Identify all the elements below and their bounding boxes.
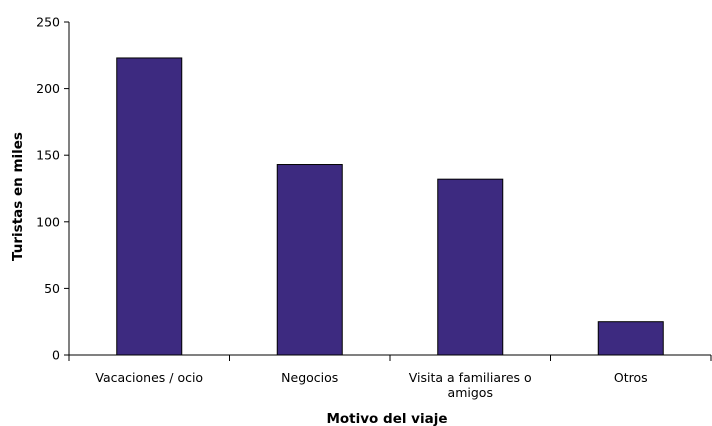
x-axis-title: Motivo del viaje (326, 411, 447, 426)
y-tick-label: 200 (36, 81, 60, 96)
x-tick-label: Visita a familiares o amigos (409, 370, 532, 400)
y-tick-label: 50 (44, 281, 60, 296)
x-tick-label: Negocios (281, 370, 338, 385)
y-tick-label: 250 (36, 15, 60, 30)
bar-1 (116, 57, 183, 356)
y-ticks-group: 0 50 100 150 200 250 (36, 15, 69, 363)
x-tick-label: Otros (614, 370, 648, 385)
x-tick-label: Vacaciones / ocio (95, 370, 203, 385)
bar-4 (597, 321, 664, 356)
y-tick-label: 100 (36, 214, 60, 229)
bar-2 (276, 164, 343, 356)
y-axis-title: Turistas en miles (10, 132, 26, 261)
y-tick-label: 0 (52, 348, 60, 363)
y-tick-label: 150 (36, 148, 60, 163)
x-ticks-group: Vacaciones / ocio Negocios Visita a famili… (68, 355, 712, 400)
bars-group (116, 57, 664, 356)
bar-3 (437, 178, 504, 356)
